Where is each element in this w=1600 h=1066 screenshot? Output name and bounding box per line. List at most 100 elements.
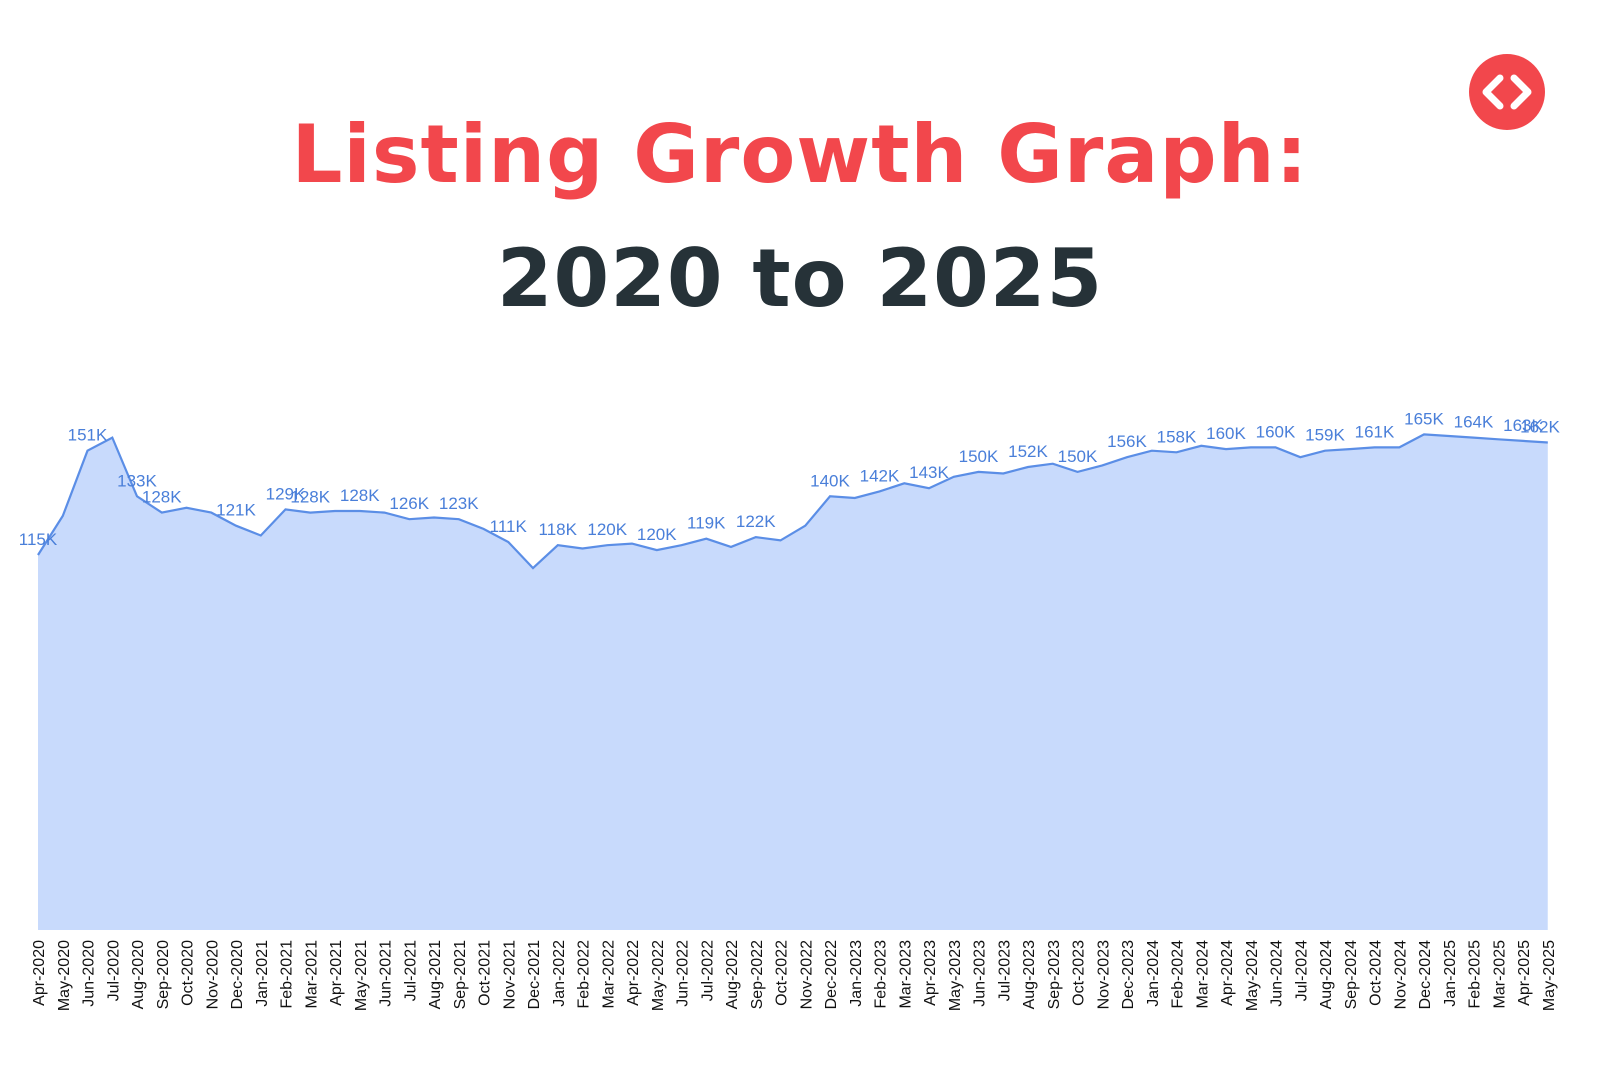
x-tick-label: Jun-2020 xyxy=(81,940,98,1007)
x-tick-label: Apr-2020 xyxy=(31,940,48,1006)
data-label: 162K xyxy=(1520,418,1560,437)
x-tick-label: Mar-2023 xyxy=(897,940,914,1009)
x-tick-label: Jul-2020 xyxy=(105,940,122,1001)
logo xyxy=(1469,54,1545,130)
x-tick-label: Jan-2025 xyxy=(1442,940,1459,1007)
data-label: 158K xyxy=(1157,427,1197,446)
data-label: 128K xyxy=(290,488,330,507)
x-tick-label: Mar-2022 xyxy=(600,940,617,1009)
x-tick-label: Sep-2024 xyxy=(1343,940,1360,1009)
data-label: 126K xyxy=(389,494,429,513)
data-label: 111K xyxy=(490,517,528,536)
x-tick-label: Dec-2023 xyxy=(1120,940,1137,1009)
x-tick-label: Nov-2024 xyxy=(1392,940,1409,1009)
x-tick-label: Oct-2024 xyxy=(1368,940,1385,1006)
x-tick-label: Feb-2024 xyxy=(1170,940,1187,1009)
data-label: 128K xyxy=(340,486,380,505)
x-tick-label: Aug-2022 xyxy=(724,940,741,1009)
data-label: 156K xyxy=(1107,432,1147,451)
data-label: 122K xyxy=(736,512,776,531)
data-label: 161K xyxy=(1355,422,1395,441)
logo-right-chevron xyxy=(1510,74,1532,110)
data-label: 152K xyxy=(1008,442,1048,461)
x-tick-label: May-2022 xyxy=(650,940,667,1011)
x-tick-label: Jan-2024 xyxy=(1145,940,1162,1007)
data-label: 159K xyxy=(1305,426,1345,445)
x-tick-label: Apr-2024 xyxy=(1219,940,1236,1006)
x-tick-label: Feb-2025 xyxy=(1467,940,1484,1009)
x-tick-label: Nov-2021 xyxy=(501,940,518,1009)
x-tick-label: Jul-2024 xyxy=(1293,940,1310,1001)
x-tick-label: Oct-2023 xyxy=(1071,940,1088,1006)
x-tick-label: Aug-2021 xyxy=(427,940,444,1009)
x-tick-label: Nov-2023 xyxy=(1095,940,1112,1009)
data-label: 133K xyxy=(117,471,157,490)
x-tick-label: Sep-2021 xyxy=(452,940,469,1009)
data-label: 115K xyxy=(19,530,58,549)
data-label: 120K xyxy=(587,520,627,539)
x-axis-tick-labels: Apr-2020 May-2020 Jun-2020 Jul-2020 Aug-2020… xyxy=(31,940,1558,1011)
x-tick-label: Mar-2025 xyxy=(1491,940,1508,1009)
data-label: 128K xyxy=(142,488,182,507)
series-line xyxy=(37,433,1548,570)
data-label: 121K xyxy=(216,501,256,520)
data-label: 165K xyxy=(1404,409,1444,428)
data-label: 151K xyxy=(68,426,108,445)
logo-left-chevron xyxy=(1482,74,1504,110)
x-tick-label: Nov-2020 xyxy=(204,940,221,1009)
x-tick-label: May-2024 xyxy=(1244,940,1261,1011)
x-tick-label: Jul-2021 xyxy=(402,940,419,1001)
x-tick-label: Jan-2022 xyxy=(551,940,568,1007)
x-tick-label: Sep-2020 xyxy=(155,940,172,1009)
x-tick-label: Aug-2024 xyxy=(1318,940,1335,1009)
x-tick-label: Dec-2022 xyxy=(823,940,840,1009)
x-tick-label: Jan-2023 xyxy=(848,940,865,1007)
x-tick-label: Jun-2024 xyxy=(1269,940,1286,1007)
x-tick-label: Aug-2020 xyxy=(130,940,147,1009)
x-tick-label: Apr-2022 xyxy=(625,940,642,1006)
x-tick-label: Dec-2024 xyxy=(1417,940,1434,1009)
logo-circle xyxy=(1469,54,1545,130)
x-tick-label: May-2023 xyxy=(947,940,964,1011)
x-tick-label: Feb-2022 xyxy=(576,940,593,1009)
x-tick-label: Jul-2022 xyxy=(699,940,716,1001)
data-label: 150K xyxy=(959,447,999,466)
data-label: 118K xyxy=(539,520,578,539)
data-label: 160K xyxy=(1256,422,1296,441)
x-tick-label: Nov-2022 xyxy=(798,940,815,1009)
chart-title-line2: 2020 to 2025 xyxy=(496,232,1104,325)
x-tick-label: Apr-2021 xyxy=(328,940,345,1006)
x-tick-label: Sep-2022 xyxy=(749,940,766,1009)
data-label: 150K xyxy=(1058,447,1098,466)
data-label: 163K xyxy=(1503,416,1543,435)
code-brackets-icon xyxy=(1469,54,1545,130)
x-tick-label: Apr-2023 xyxy=(922,940,939,1006)
x-tick-label: Oct-2021 xyxy=(477,940,494,1006)
data-label: 129K xyxy=(266,484,306,503)
area-fill xyxy=(38,434,1548,930)
x-tick-label: Dec-2020 xyxy=(229,940,246,1009)
x-tick-label: Jan-2021 xyxy=(254,940,271,1007)
x-tick-label: Apr-2025 xyxy=(1516,940,1533,1006)
data-label: 143K xyxy=(909,463,949,482)
x-tick-label: Jul-2023 xyxy=(996,940,1013,1001)
x-tick-label: Oct-2022 xyxy=(774,940,791,1006)
x-tick-label: Sep-2023 xyxy=(1046,940,1063,1009)
data-label: 164K xyxy=(1454,413,1494,432)
x-tick-label: May-2021 xyxy=(353,940,370,1011)
x-tick-label: Aug-2023 xyxy=(1021,940,1038,1009)
data-label: 119K xyxy=(687,514,726,533)
data-label: 140K xyxy=(810,471,850,490)
x-tick-label: Jun-2022 xyxy=(675,940,692,1007)
x-tick-label: May-2020 xyxy=(56,940,73,1011)
x-tick-label: Jun-2023 xyxy=(972,940,989,1007)
data-label: 120K xyxy=(637,525,677,544)
x-tick-label: Mar-2024 xyxy=(1194,940,1211,1009)
x-tick-label: May-2025 xyxy=(1541,940,1558,1011)
x-tick-label: Feb-2021 xyxy=(279,940,296,1009)
x-tick-label: Jun-2021 xyxy=(378,940,395,1007)
x-tick-label: Dec-2021 xyxy=(526,940,543,1009)
x-tick-label: Mar-2021 xyxy=(303,940,320,1009)
